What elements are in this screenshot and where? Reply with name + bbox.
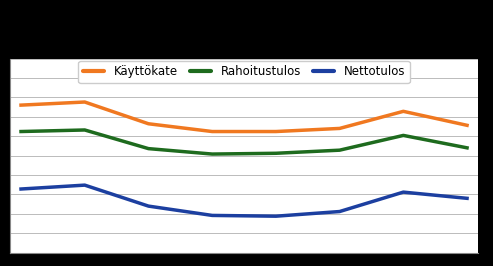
Legend: Käyttökate, Rahoitustulos, Nettotulos: Käyttökate, Rahoitustulos, Nettotulos [78, 61, 410, 83]
